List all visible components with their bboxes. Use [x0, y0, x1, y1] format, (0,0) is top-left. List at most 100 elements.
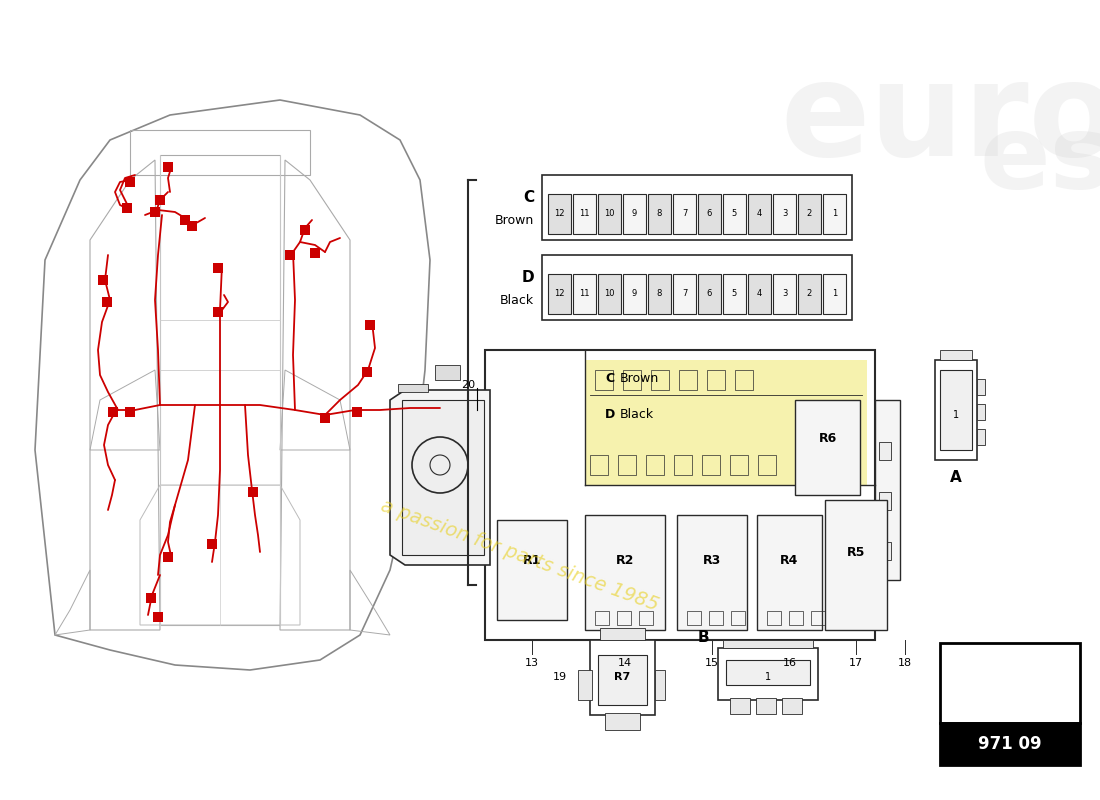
Bar	[150, 207, 160, 217]
Text: R4: R4	[780, 554, 799, 567]
Bar	[679, 370, 697, 390]
Bar	[595, 370, 613, 390]
Text: 6: 6	[707, 290, 712, 298]
Text: 14: 14	[618, 658, 632, 668]
Bar	[707, 370, 725, 390]
Text: 12: 12	[554, 290, 564, 298]
Bar	[310, 248, 320, 258]
Text: 1: 1	[953, 410, 959, 420]
Bar	[732, 611, 745, 625]
Bar	[187, 221, 197, 231]
Bar	[874, 400, 900, 580]
Bar	[773, 194, 796, 234]
Text: 18: 18	[898, 658, 912, 668]
Text: C: C	[522, 190, 534, 206]
Text: 5: 5	[732, 290, 737, 298]
Text: 8: 8	[657, 290, 662, 298]
Bar	[573, 274, 596, 314]
Bar	[798, 194, 821, 234]
Bar	[623, 370, 641, 390]
Polygon shape	[390, 390, 490, 565]
Text: R7: R7	[615, 673, 630, 682]
Text: 971 09: 971 09	[978, 735, 1042, 753]
Text: 1: 1	[764, 672, 771, 682]
Bar	[125, 407, 135, 417]
Text: 5: 5	[732, 210, 737, 218]
Bar	[600, 628, 645, 640]
Text: C: C	[605, 371, 614, 385]
Text: 2: 2	[807, 290, 812, 298]
Bar	[879, 442, 891, 460]
Bar	[585, 360, 867, 485]
Bar	[617, 611, 631, 625]
Bar	[940, 643, 1080, 723]
Bar	[585, 515, 666, 630]
Text: 9: 9	[631, 290, 637, 298]
Bar	[623, 194, 646, 234]
Bar	[590, 640, 654, 715]
Bar	[352, 407, 362, 417]
Bar	[782, 698, 802, 714]
Text: 16: 16	[783, 658, 798, 668]
Bar	[977, 429, 985, 445]
Bar	[723, 194, 746, 234]
Bar	[402, 400, 484, 555]
Bar	[789, 611, 803, 625]
Text: D: D	[521, 270, 534, 286]
Text: 13: 13	[525, 658, 539, 668]
Bar	[598, 655, 647, 705]
Bar	[935, 360, 977, 460]
Text: R6: R6	[818, 431, 837, 445]
Bar	[879, 492, 891, 510]
Bar	[735, 370, 754, 390]
Bar	[654, 670, 666, 700]
Bar	[646, 455, 664, 475]
Bar	[825, 500, 887, 630]
Bar	[773, 274, 796, 314]
Bar	[623, 274, 646, 314]
Bar	[795, 400, 860, 495]
Bar	[102, 297, 112, 307]
Text: R2: R2	[616, 554, 635, 567]
Bar	[756, 698, 775, 714]
Bar	[108, 407, 118, 417]
Polygon shape	[35, 100, 430, 670]
Text: Brown: Brown	[495, 214, 534, 227]
Text: 19: 19	[553, 673, 568, 682]
Bar	[698, 194, 720, 234]
Text: 10: 10	[604, 210, 615, 218]
Bar	[639, 611, 653, 625]
Bar	[748, 274, 771, 314]
Bar	[940, 723, 1080, 765]
Text: Black: Black	[499, 294, 534, 307]
Bar	[718, 648, 818, 700]
Text: 12: 12	[554, 210, 564, 218]
Bar	[163, 552, 173, 562]
Bar	[300, 225, 310, 235]
Bar	[598, 274, 622, 314]
Text: es: es	[980, 110, 1100, 210]
Bar	[977, 404, 985, 420]
Bar	[651, 370, 669, 390]
Bar	[434, 365, 460, 380]
Text: 2: 2	[807, 210, 812, 218]
Text: R5: R5	[847, 546, 866, 558]
Text: 11: 11	[580, 210, 590, 218]
Bar	[730, 698, 750, 714]
Bar	[573, 194, 596, 234]
Bar	[702, 455, 721, 475]
Text: 1: 1	[832, 210, 837, 218]
Bar	[648, 194, 671, 234]
Bar	[590, 455, 608, 475]
Text: B: B	[697, 630, 708, 646]
Bar	[758, 455, 776, 475]
Text: D: D	[605, 409, 615, 422]
Bar	[213, 263, 223, 273]
Bar	[823, 194, 846, 234]
Text: 1: 1	[832, 290, 837, 298]
Bar	[398, 384, 428, 392]
Bar	[213, 307, 223, 317]
Bar	[688, 611, 701, 625]
Text: 11: 11	[580, 290, 590, 298]
Bar	[676, 515, 747, 630]
